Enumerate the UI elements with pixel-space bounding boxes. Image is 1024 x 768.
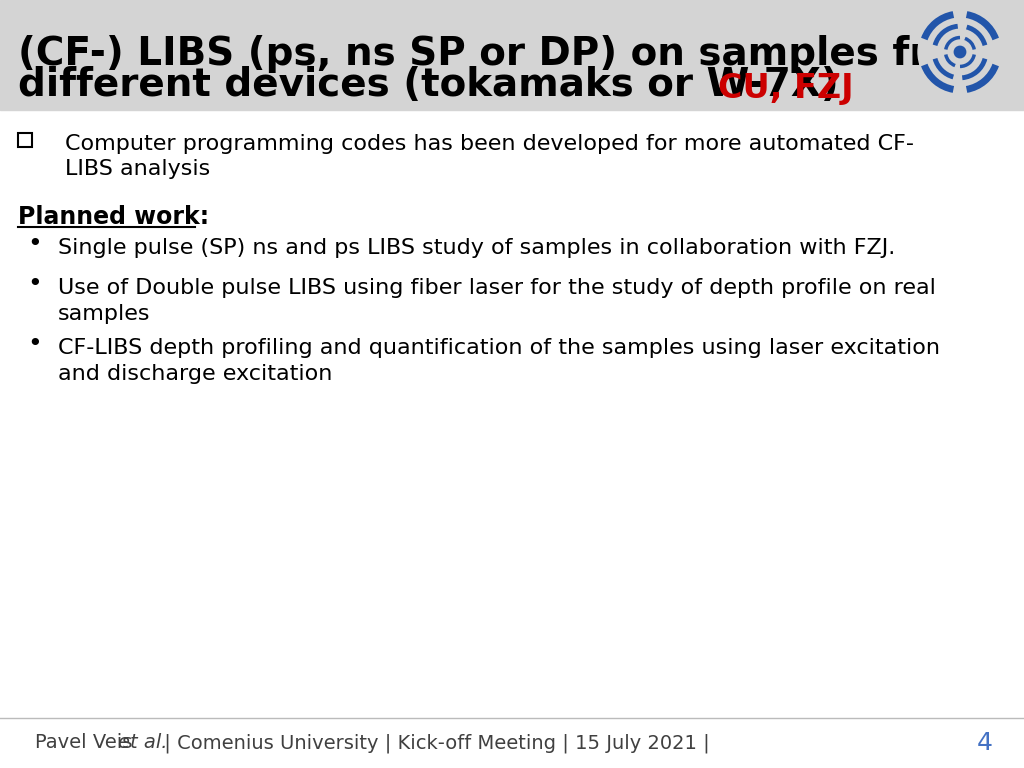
Text: CU, FZJ: CU, FZJ	[718, 72, 854, 105]
Bar	[18, 133, 32, 147]
Text: Single pulse (SP) ns and ps LIBS study of samples in collaboration with FZJ.: Single pulse (SP) ns and ps LIBS study o…	[58, 238, 895, 258]
Text: | Comenius University | Kick-off Meeting | 15 July 2021 |: | Comenius University | Kick-off Meeting…	[158, 733, 710, 753]
Bar	[0, 0, 1024, 110]
Text: Pavel Veis: Pavel Veis	[35, 733, 138, 753]
Text: CF-LIBS depth profiling and quantification of the samples using laser excitation: CF-LIBS depth profiling and quantificati…	[58, 338, 940, 358]
Text: different devices (tokamaks or W-7X): different devices (tokamaks or W-7X)	[18, 66, 839, 104]
Text: 4: 4	[977, 731, 993, 755]
Circle shape	[918, 10, 1002, 94]
Text: •: •	[28, 332, 42, 356]
Text: (CF-) LIBS (ps, ns SP or DP) on samples from: (CF-) LIBS (ps, ns SP or DP) on samples …	[18, 35, 995, 73]
Text: et al.: et al.	[118, 733, 168, 753]
Text: Use of Double pulse LIBS using fiber laser for the study of depth profile on rea: Use of Double pulse LIBS using fiber las…	[58, 278, 936, 298]
Text: •: •	[28, 232, 42, 256]
Text: and discharge excitation: and discharge excitation	[58, 364, 333, 384]
Text: LIBS analysis: LIBS analysis	[65, 159, 210, 179]
Text: samples: samples	[58, 304, 151, 324]
Text: •: •	[28, 272, 42, 296]
Circle shape	[954, 46, 966, 58]
Text: Computer programming codes has been developed for more automated CF-: Computer programming codes has been deve…	[65, 134, 914, 154]
Text: Planned work:: Planned work:	[18, 205, 209, 229]
